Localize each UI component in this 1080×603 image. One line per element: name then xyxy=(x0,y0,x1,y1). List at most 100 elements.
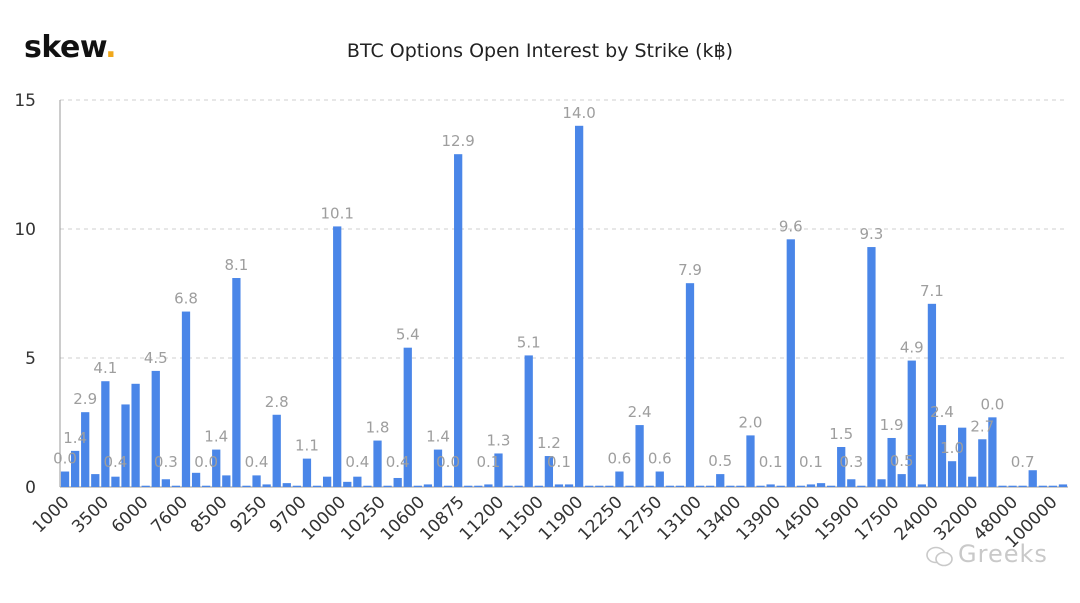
bar xyxy=(1028,470,1037,487)
bar xyxy=(615,471,624,487)
bar xyxy=(322,476,332,487)
bar xyxy=(534,485,543,487)
bar xyxy=(917,484,926,487)
bar xyxy=(695,485,705,487)
bar xyxy=(816,483,826,487)
bar xyxy=(716,474,725,487)
bar xyxy=(585,485,594,487)
data-label: 1.2 xyxy=(537,434,561,452)
data-label: 0.1 xyxy=(759,453,783,471)
data-label: 4.5 xyxy=(144,349,168,367)
bar xyxy=(504,485,513,487)
bar xyxy=(988,417,997,487)
data-label: 2.4 xyxy=(930,403,954,421)
bar xyxy=(333,226,342,488)
data-label: 10.1 xyxy=(320,204,353,222)
data-label: 5.4 xyxy=(396,326,420,344)
data-label: 0.6 xyxy=(648,450,672,468)
bar xyxy=(625,485,634,487)
bar xyxy=(383,485,392,487)
bar xyxy=(514,485,523,487)
data-label: 1.0 xyxy=(940,439,964,457)
bar xyxy=(726,485,735,487)
data-label: 0.1 xyxy=(547,453,571,471)
data-label: 0.5 xyxy=(890,452,914,470)
bar xyxy=(857,485,866,487)
bar xyxy=(202,485,211,487)
bar xyxy=(131,383,140,487)
bar xyxy=(282,483,291,487)
bar xyxy=(958,427,967,487)
bar xyxy=(454,154,463,487)
data-label: 4.9 xyxy=(900,339,924,357)
y-tick-label: 15 xyxy=(14,91,36,111)
bar xyxy=(887,437,896,487)
bar xyxy=(786,239,795,487)
data-label: 1.5 xyxy=(829,425,853,443)
bar xyxy=(1048,485,1058,487)
data-label: 6.8 xyxy=(174,290,198,308)
bar xyxy=(373,440,382,487)
logo-text: skew xyxy=(24,30,106,65)
bar xyxy=(837,447,846,487)
bar xyxy=(474,485,483,487)
bar xyxy=(464,485,473,487)
bar xyxy=(312,485,322,487)
data-label: 1.1 xyxy=(295,437,319,455)
chart-title: BTC Options Open Interest by Strike (k฿) xyxy=(346,40,734,62)
bar xyxy=(433,449,443,487)
data-label: 5.1 xyxy=(517,333,541,351)
bar xyxy=(171,485,181,487)
data-label: 0.0 xyxy=(53,450,77,468)
data-label: 7.9 xyxy=(678,261,702,279)
x-tick-label: 3500 xyxy=(68,492,113,537)
data-label: 2.9 xyxy=(73,390,97,408)
data-label: 9.3 xyxy=(860,225,884,243)
bar xyxy=(1008,485,1017,487)
bar xyxy=(60,471,70,487)
x-tick-label: 1000 xyxy=(29,492,74,537)
bar xyxy=(191,472,201,487)
data-label: 12.9 xyxy=(441,132,474,150)
bar xyxy=(877,479,886,487)
bar xyxy=(111,476,120,487)
bar xyxy=(101,381,110,487)
bar xyxy=(423,484,433,487)
bar xyxy=(937,425,947,487)
bar xyxy=(595,485,604,487)
bar xyxy=(806,484,816,487)
bar xyxy=(363,485,372,487)
bar xyxy=(776,485,785,487)
bar xyxy=(272,414,281,487)
data-label: 1.9 xyxy=(880,416,904,434)
bar xyxy=(141,485,150,487)
bar xyxy=(736,485,745,487)
data-label: 4.1 xyxy=(93,359,117,377)
data-label: 2.8 xyxy=(265,393,289,411)
bar xyxy=(847,479,856,487)
data-label: 0.6 xyxy=(608,450,632,468)
data-label: 1.3 xyxy=(487,431,511,449)
skew-logo: skew. xyxy=(24,30,117,65)
bar xyxy=(605,485,614,487)
bar xyxy=(292,485,302,487)
bar xyxy=(403,347,412,487)
bar xyxy=(81,412,90,487)
bar xyxy=(947,461,957,487)
bar xyxy=(998,485,1007,487)
bar xyxy=(484,484,493,487)
wechat-watermark-icon xyxy=(926,546,953,567)
data-label: 1.8 xyxy=(366,419,390,437)
bar xyxy=(826,485,836,487)
bar xyxy=(756,485,765,487)
data-label: 0.4 xyxy=(386,453,410,471)
data-label: 1.4 xyxy=(426,428,450,446)
bar xyxy=(927,303,937,487)
bar xyxy=(544,456,554,487)
bar xyxy=(262,484,271,487)
bar xyxy=(151,370,160,487)
bar xyxy=(867,247,876,487)
data-label: 0.4 xyxy=(245,453,269,471)
data-label: 0.5 xyxy=(708,452,732,470)
data-label: 9.6 xyxy=(779,217,803,235)
